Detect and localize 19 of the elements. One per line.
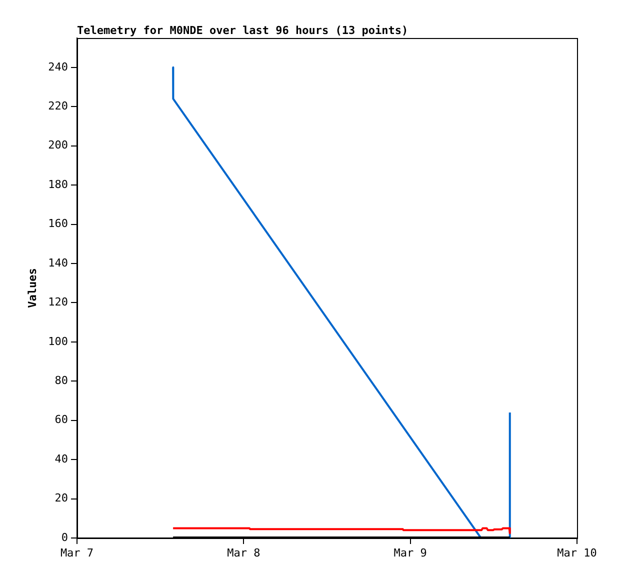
x-tick-label: Mar 9 [394, 546, 427, 560]
x-tick-label: Mar 7 [60, 546, 94, 560]
y-tick-label: 160 [48, 217, 68, 230]
y-tick-label: 40 [54, 452, 68, 466]
y-axis-title: Values [26, 268, 39, 308]
y-tick-label: 140 [48, 256, 68, 270]
x-tick-label: Mar 8 [227, 546, 260, 560]
y-tick-label: 20 [54, 492, 68, 505]
chart-title: Telemetry for M0NDE over last 96 hours (13 points) [77, 24, 408, 37]
y-tick-label: 80 [54, 374, 68, 387]
y-tick-label: 200 [48, 138, 68, 152]
y-tick-label: 0 [61, 530, 68, 544]
x-tick-label: Mar 10 [557, 546, 597, 560]
y-tick-label: 220 [48, 99, 68, 112]
y-tick-label: 100 [48, 334, 68, 348]
y-tick-label: 240 [48, 60, 68, 74]
y-tick-label: 60 [54, 413, 68, 426]
y-tick-label: 180 [48, 178, 68, 191]
y-tick-label: 120 [48, 296, 68, 309]
